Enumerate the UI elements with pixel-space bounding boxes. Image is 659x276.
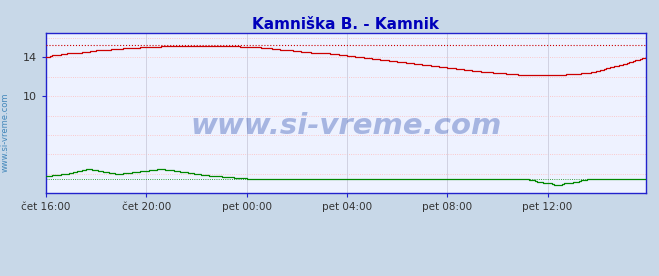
Text: www.si-vreme.com: www.si-vreme.com xyxy=(1,93,10,172)
Text: www.si-vreme.com: www.si-vreme.com xyxy=(190,112,501,140)
Title: Kamniška B. - Kamnik: Kamniška B. - Kamnik xyxy=(252,17,440,32)
Legend: temperatura [C], pretok [m3/s]: temperatura [C], pretok [m3/s] xyxy=(285,272,407,276)
